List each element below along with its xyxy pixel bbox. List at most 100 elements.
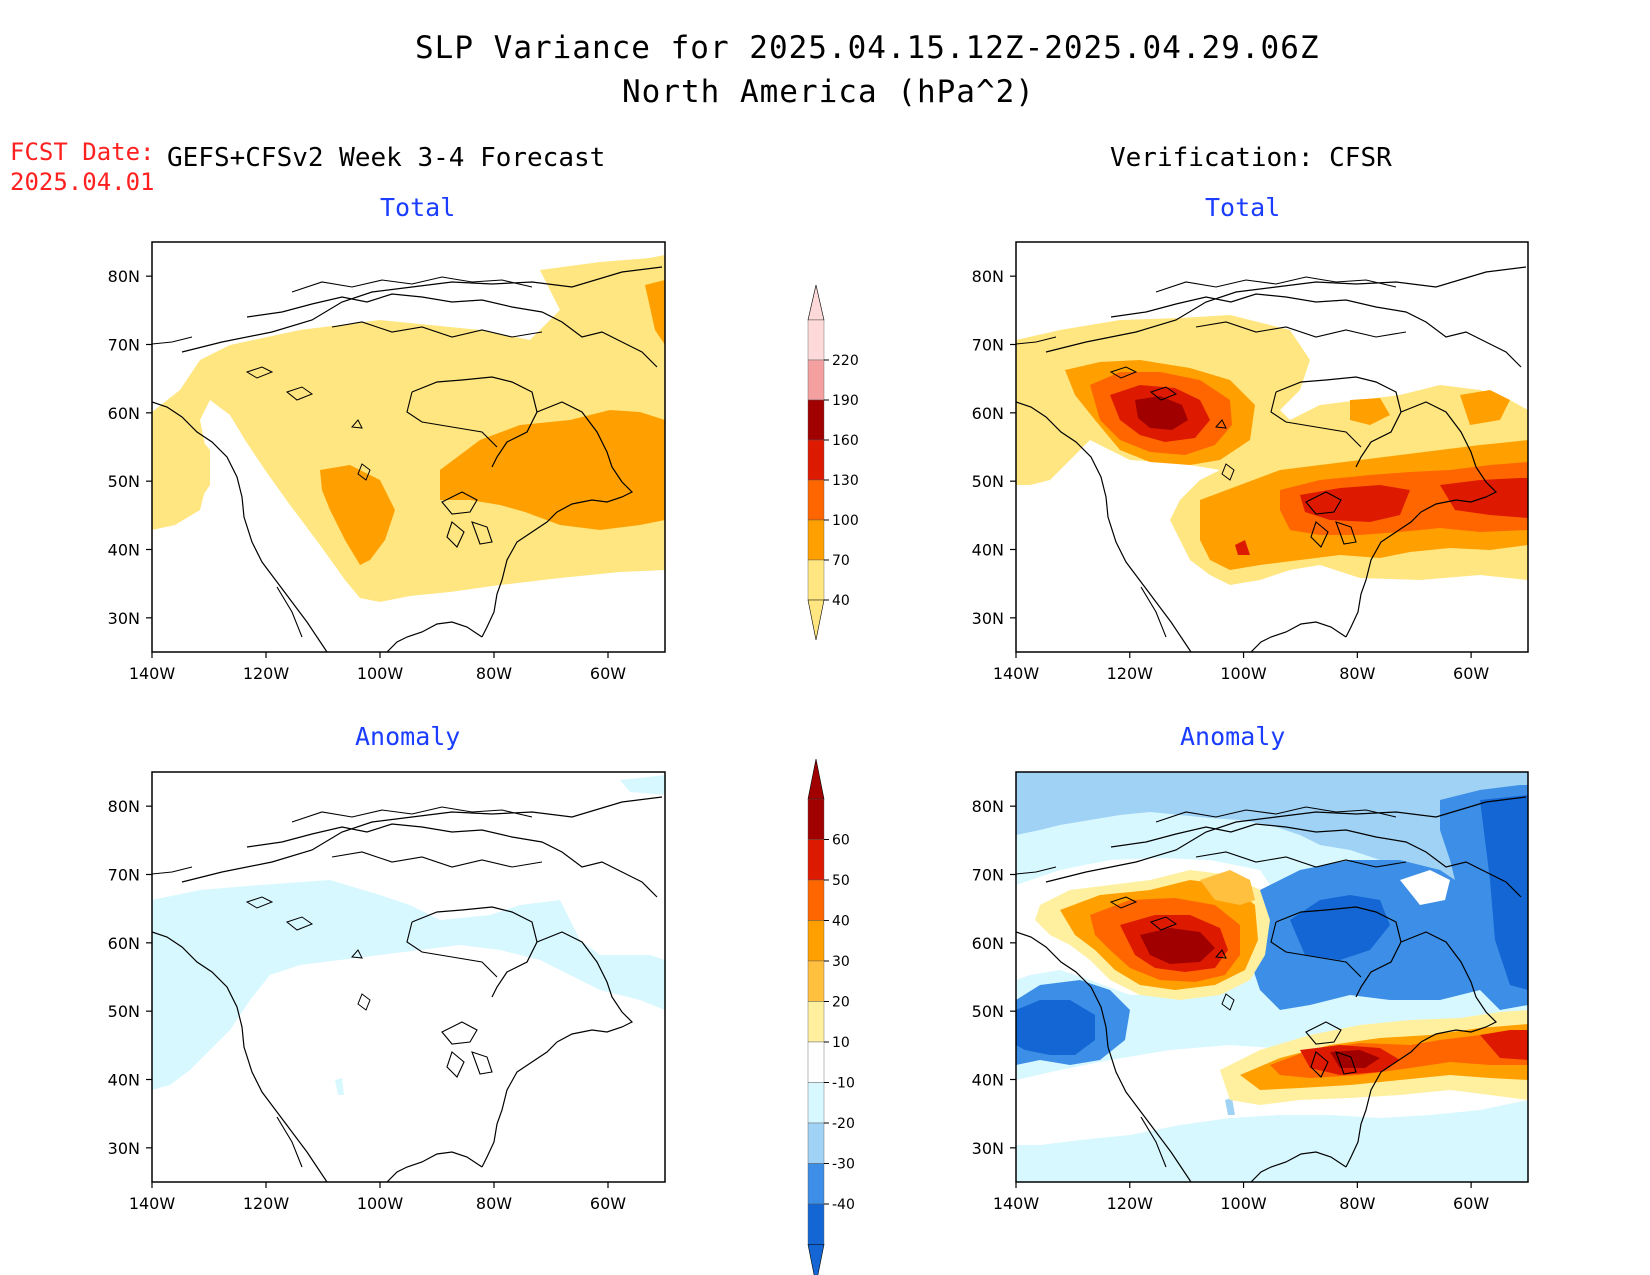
figure-title-line2: North America (hPa^2) [622, 74, 1035, 110]
lon-tick-label: 80W [1339, 664, 1375, 683]
lat-tick-label: 60N [972, 404, 1004, 423]
colorbar-label: 70 [832, 553, 850, 569]
colorbar-label: 190 [832, 393, 859, 409]
colorbar-segment [807, 439, 825, 481]
lat-tick-label: 70N [972, 866, 1004, 885]
lat-tick-label: 40N [108, 1071, 140, 1090]
panel-title-verification-total: Total [1205, 193, 1281, 222]
verification-anomaly-frame [1015, 771, 1529, 1183]
lon-tick-label: 140W [129, 664, 176, 683]
lon-tick-label: 140W [993, 664, 1040, 683]
panel-title-verification-anomaly: Anomaly [1180, 722, 1286, 751]
forecast-header: GEFS+CFSv2 Week 3-4 Forecast [167, 143, 606, 173]
colorbar-segment [807, 1203, 825, 1245]
lon-tick-label: 80W [476, 1194, 512, 1213]
lon-tick-label: 100W [357, 1194, 404, 1213]
colorbar-arrow-bottom [807, 599, 825, 641]
lat-tick-label: 30N [108, 609, 140, 628]
colorbar-label: 220 [832, 353, 859, 369]
colorbar-label: 100 [832, 513, 859, 529]
lon-tick-label: 100W [1220, 1194, 1267, 1213]
colorbar-segment [807, 1041, 825, 1083]
lon-tick-label: 140W [993, 1194, 1040, 1213]
lon-tick-label: 120W [243, 1194, 290, 1213]
colorbar-label: -40 [832, 1197, 855, 1213]
map-axes: 80N 70N 60N 50N 40N 30N 140W 120W 100W 80W 60W 80N 7… [108, 267, 1490, 1213]
lon-tick-label: 60W [1453, 664, 1489, 683]
forecast-anomaly-frame [151, 771, 666, 1183]
colorbar-label: 130 [832, 473, 859, 489]
forecast-total-frame [151, 241, 666, 653]
lat-tick-label: 60N [108, 404, 140, 423]
lat-tick-label: 80N [108, 267, 140, 286]
lat-tick-label: 30N [108, 1139, 140, 1158]
colorbar-label: 50 [832, 873, 850, 889]
colorbar-segment [807, 879, 825, 921]
lon-tick-label: 80W [1339, 1194, 1375, 1213]
panel-title-forecast-anomaly: Anomaly [355, 722, 461, 751]
lat-tick-label: 50N [972, 1002, 1004, 1021]
colorbar-label: 60 [832, 833, 850, 849]
colorbar-segment [807, 839, 825, 881]
verification-anomaly-field [1016, 772, 1528, 1182]
lat-tick-label: 50N [108, 1002, 140, 1021]
lon-tick-label: 120W [1107, 1194, 1154, 1213]
colorbar-anomaly: 60 50 40 30 20 10 -10 -20 -30 -40 [807, 758, 855, 1275]
lat-tick-label: 50N [972, 472, 1004, 491]
lon-tick-label: 100W [357, 664, 404, 683]
colorbar-label: 10 [832, 1035, 850, 1051]
lat-tick-label: 60N [972, 934, 1004, 953]
colorbar-label: -10 [832, 1076, 855, 1092]
colorbar-label: -30 [832, 1157, 855, 1173]
lat-tick-label: 40N [108, 541, 140, 560]
colorbar-label: 30 [832, 954, 850, 970]
colorbar-segment [807, 519, 825, 561]
colorbar-segment [807, 399, 825, 441]
colorbar-segment [807, 479, 825, 521]
lon-tick-label: 80W [476, 664, 512, 683]
colorbar-segment [807, 559, 825, 601]
verification-header: Verification: CFSR [1110, 143, 1392, 173]
lon-tick-label: 60W [590, 664, 626, 683]
lat-tick-label: 30N [972, 609, 1004, 628]
lon-tick-label: 100W [1220, 664, 1267, 683]
verification-total-frame [1015, 241, 1529, 653]
colorbar-segment [807, 319, 825, 361]
colorbar-segment [807, 960, 825, 1002]
colorbar-segment [807, 1122, 825, 1164]
lon-tick-label: 140W [129, 1194, 176, 1213]
lon-tick-label: 120W [243, 664, 290, 683]
fcst-date-label: FCST Date: [10, 138, 155, 166]
colorbar-segment [807, 1082, 825, 1124]
forecast-total-field [152, 242, 665, 652]
colorbar-segment [807, 798, 825, 840]
colorbar-label: 160 [832, 433, 859, 449]
colorbar-arrow-top [807, 758, 825, 800]
verification-total-field [1016, 242, 1528, 652]
figure-title-line1: SLP Variance for 2025.04.15.12Z-2025.04.… [415, 30, 1320, 66]
colorbar-arrow-top [807, 284, 825, 321]
lat-tick-label: 50N [108, 472, 140, 491]
colorbar-segment [807, 1163, 825, 1205]
panel-title-forecast-total: Total [380, 193, 456, 222]
lat-tick-label: 70N [972, 336, 1004, 355]
lat-tick-label: 80N [972, 797, 1004, 816]
lat-tick-label: 60N [108, 934, 140, 953]
lat-tick-label: 70N [108, 866, 140, 885]
colorbar-segment [807, 359, 825, 401]
fcst-date-value: 2025.04.01 [10, 168, 155, 196]
lon-tick-label: 60W [590, 1194, 626, 1213]
lon-tick-label: 60W [1453, 1194, 1489, 1213]
lat-tick-label: 40N [972, 1071, 1004, 1090]
lat-tick-label: 70N [108, 336, 140, 355]
colorbar-label: 20 [832, 995, 850, 1011]
lat-tick-label: 80N [972, 267, 1004, 286]
colorbar-segment [807, 920, 825, 962]
colorbar-label: 40 [832, 593, 850, 609]
lon-tick-label: 120W [1107, 664, 1154, 683]
colorbar-segment [807, 1001, 825, 1043]
lat-tick-label: 30N [972, 1139, 1004, 1158]
lat-tick-label: 40N [972, 541, 1004, 560]
colorbar-arrow-bottom [807, 1244, 825, 1275]
